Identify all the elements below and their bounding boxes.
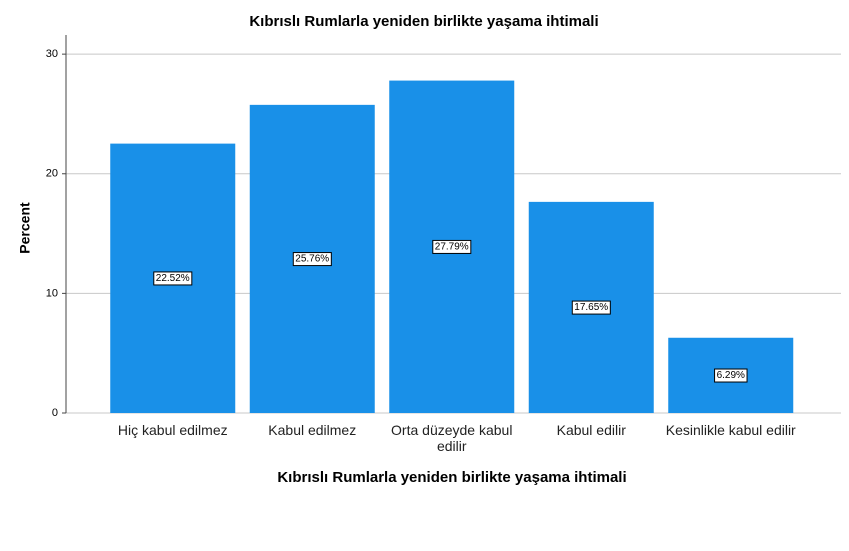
value-label-box (571, 300, 611, 315)
value-label: 17.65% (574, 302, 608, 313)
chart-title: Kıbrıslı Rumlarla yeniden birlikte yaşam… (249, 13, 598, 30)
value-label-box (432, 239, 472, 254)
x-tick-label: Kesinlikle kabul edilir (665, 422, 796, 438)
value-label: 22.52% (156, 273, 190, 284)
value-label-box (292, 252, 332, 267)
x-tick-label: Orta düzeyde kabul edilir (391, 422, 513, 454)
value-label-box (714, 368, 748, 383)
value-label: 6.29% (717, 370, 745, 381)
y-tick-label: 30 (46, 48, 58, 60)
y-tick-label: 20 (46, 168, 58, 180)
value-label-box (153, 271, 193, 286)
x-axis-title: Kıbrıslı Rumlarla yeniden birlikte yaşam… (277, 469, 626, 486)
y-tick-label: 10 (46, 287, 58, 299)
value-label: 25.76% (295, 254, 329, 265)
value-label: 27.79% (435, 241, 469, 252)
x-tick-label: Hiç kabul edilmez (117, 422, 228, 438)
x-tick-label: Kabul edilir (556, 422, 626, 438)
x-tick-label: Kabul edilmez (268, 422, 357, 438)
y-tick-label: 0 (52, 407, 58, 419)
y-axis-title: Percent (17, 202, 33, 254)
